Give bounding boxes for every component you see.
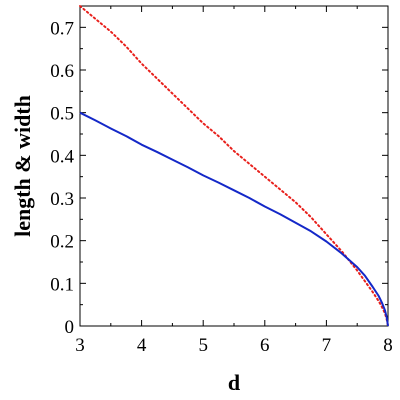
series-layer [79, 5, 389, 327]
y-tick-label: 0.2 [50, 232, 74, 253]
x-tick-label: 3 [75, 335, 85, 356]
y-tick-label: 0.7 [50, 18, 74, 39]
solid-blue-series-line [79, 111, 389, 327]
y-tick-label: 0.3 [50, 189, 74, 210]
y-tick-label: 0.6 [50, 61, 74, 82]
y-axis-ticks: 0 0.1 0.2 0.3 0.4 0.5 0.6 0.7 [50, 5, 388, 338]
y-tick-label: 0.5 [50, 104, 74, 125]
x-tick-label: 7 [322, 335, 332, 356]
x-tick-label: 4 [137, 335, 147, 356]
x-tick-label: 8 [383, 335, 393, 356]
plot-frame [79, 5, 389, 327]
y-tick-label: 0.4 [50, 146, 74, 167]
x-tick-label: 5 [198, 335, 208, 356]
y-tick-label: 0 [65, 317, 75, 338]
dotted-red-series-line [79, 5, 389, 327]
y-tick-label: 0.1 [50, 274, 74, 295]
y-axis-title: length & width [10, 95, 35, 237]
x-tick-label: 6 [260, 335, 270, 356]
x-axis-ticks: 3 4 5 6 7 8 [75, 6, 393, 356]
x-axis-title: d [228, 370, 240, 395]
